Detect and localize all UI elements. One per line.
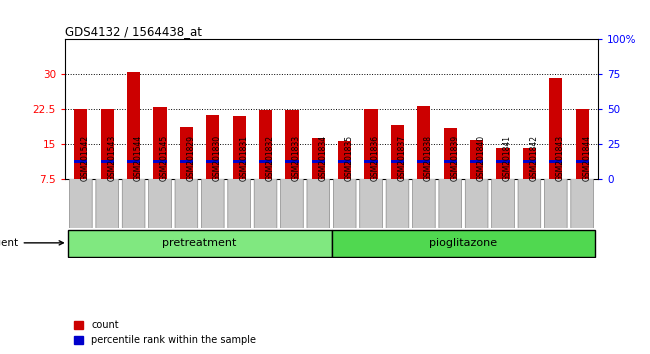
Bar bbox=[259, 160, 272, 163]
Text: pretreatment: pretreatment bbox=[162, 238, 237, 248]
Text: GSM201544: GSM201544 bbox=[134, 135, 142, 181]
Bar bbox=[74, 109, 88, 179]
Text: GSM201831: GSM201831 bbox=[239, 135, 248, 181]
Bar bbox=[523, 148, 536, 179]
Bar bbox=[312, 138, 325, 179]
Bar bbox=[180, 127, 193, 179]
FancyBboxPatch shape bbox=[386, 179, 409, 228]
Bar bbox=[312, 160, 325, 163]
Text: GSM201842: GSM201842 bbox=[529, 135, 538, 181]
Text: GSM201837: GSM201837 bbox=[397, 135, 406, 181]
FancyBboxPatch shape bbox=[518, 179, 541, 228]
Bar bbox=[417, 160, 430, 163]
Text: GSM201543: GSM201543 bbox=[107, 135, 116, 181]
Legend: count, percentile rank within the sample: count, percentile rank within the sample bbox=[70, 316, 260, 349]
Bar bbox=[523, 160, 536, 163]
Bar bbox=[127, 72, 140, 179]
Text: GSM201844: GSM201844 bbox=[582, 135, 591, 181]
Bar bbox=[206, 115, 219, 179]
Text: GDS4132 / 1564438_at: GDS4132 / 1564438_at bbox=[65, 25, 202, 38]
FancyBboxPatch shape bbox=[227, 179, 250, 228]
Bar bbox=[497, 160, 510, 163]
FancyBboxPatch shape bbox=[491, 179, 514, 228]
Text: GSM201830: GSM201830 bbox=[213, 135, 222, 181]
FancyBboxPatch shape bbox=[70, 179, 92, 228]
Text: GSM201833: GSM201833 bbox=[292, 135, 301, 181]
Bar bbox=[444, 160, 457, 163]
Bar bbox=[549, 78, 562, 179]
Bar bbox=[233, 116, 246, 179]
Text: GSM201841: GSM201841 bbox=[503, 135, 512, 181]
Bar bbox=[338, 160, 351, 163]
Bar bbox=[575, 160, 589, 163]
Bar bbox=[285, 110, 298, 179]
Bar bbox=[259, 110, 272, 179]
Text: GSM201834: GSM201834 bbox=[318, 135, 328, 181]
FancyBboxPatch shape bbox=[175, 179, 198, 228]
Bar bbox=[391, 160, 404, 163]
Text: agent: agent bbox=[0, 238, 63, 248]
Text: pioglitazone: pioglitazone bbox=[430, 238, 497, 248]
FancyBboxPatch shape bbox=[333, 179, 356, 228]
FancyBboxPatch shape bbox=[307, 179, 330, 228]
FancyBboxPatch shape bbox=[122, 179, 145, 228]
Bar bbox=[233, 160, 246, 163]
Bar bbox=[153, 107, 166, 179]
Text: GSM201843: GSM201843 bbox=[556, 135, 565, 181]
Bar bbox=[338, 141, 351, 179]
Bar bbox=[444, 129, 457, 179]
Text: GSM201835: GSM201835 bbox=[344, 135, 354, 181]
Text: GSM201829: GSM201829 bbox=[187, 135, 196, 181]
Text: GSM201542: GSM201542 bbox=[81, 135, 90, 181]
FancyBboxPatch shape bbox=[413, 179, 436, 228]
Bar bbox=[74, 160, 88, 163]
FancyBboxPatch shape bbox=[202, 179, 224, 228]
Bar bbox=[180, 160, 193, 163]
Text: GSM201836: GSM201836 bbox=[371, 135, 380, 181]
Bar bbox=[365, 160, 378, 163]
Text: GSM201545: GSM201545 bbox=[160, 135, 169, 181]
Bar bbox=[101, 109, 114, 179]
Bar bbox=[101, 160, 114, 163]
Bar bbox=[470, 140, 483, 179]
Bar bbox=[575, 109, 589, 179]
FancyBboxPatch shape bbox=[359, 179, 382, 228]
Text: GSM201840: GSM201840 bbox=[476, 135, 486, 181]
FancyBboxPatch shape bbox=[254, 179, 277, 228]
Bar bbox=[332, 230, 595, 257]
FancyBboxPatch shape bbox=[149, 179, 172, 228]
Text: GSM201838: GSM201838 bbox=[424, 135, 433, 181]
Bar bbox=[206, 160, 219, 163]
FancyBboxPatch shape bbox=[439, 179, 462, 228]
Bar bbox=[497, 148, 510, 179]
Bar bbox=[470, 160, 483, 163]
Bar bbox=[417, 105, 430, 179]
FancyBboxPatch shape bbox=[545, 179, 567, 228]
Text: GSM201839: GSM201839 bbox=[450, 135, 460, 181]
FancyBboxPatch shape bbox=[465, 179, 488, 228]
Bar bbox=[549, 160, 562, 163]
Bar bbox=[153, 160, 166, 163]
FancyBboxPatch shape bbox=[571, 179, 593, 228]
FancyBboxPatch shape bbox=[96, 179, 118, 228]
Bar bbox=[285, 160, 298, 163]
Bar bbox=[68, 230, 332, 257]
Text: GSM201832: GSM201832 bbox=[266, 135, 274, 181]
FancyBboxPatch shape bbox=[281, 179, 304, 228]
Bar bbox=[391, 125, 404, 179]
Bar bbox=[127, 160, 140, 163]
Bar bbox=[365, 109, 378, 179]
